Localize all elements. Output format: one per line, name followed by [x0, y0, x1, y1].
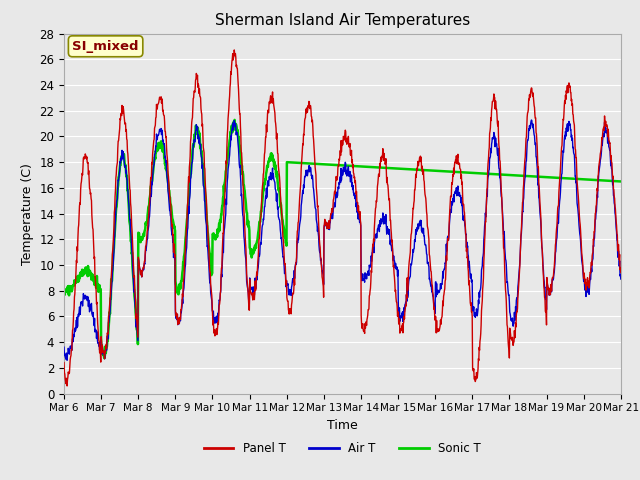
Y-axis label: Temperature (C): Temperature (C)	[20, 163, 34, 264]
Title: Sherman Island Air Temperatures: Sherman Island Air Temperatures	[215, 13, 470, 28]
Legend: Panel T, Air T, Sonic T: Panel T, Air T, Sonic T	[199, 437, 486, 460]
Text: SI_mixed: SI_mixed	[72, 40, 139, 53]
X-axis label: Time: Time	[327, 419, 358, 432]
